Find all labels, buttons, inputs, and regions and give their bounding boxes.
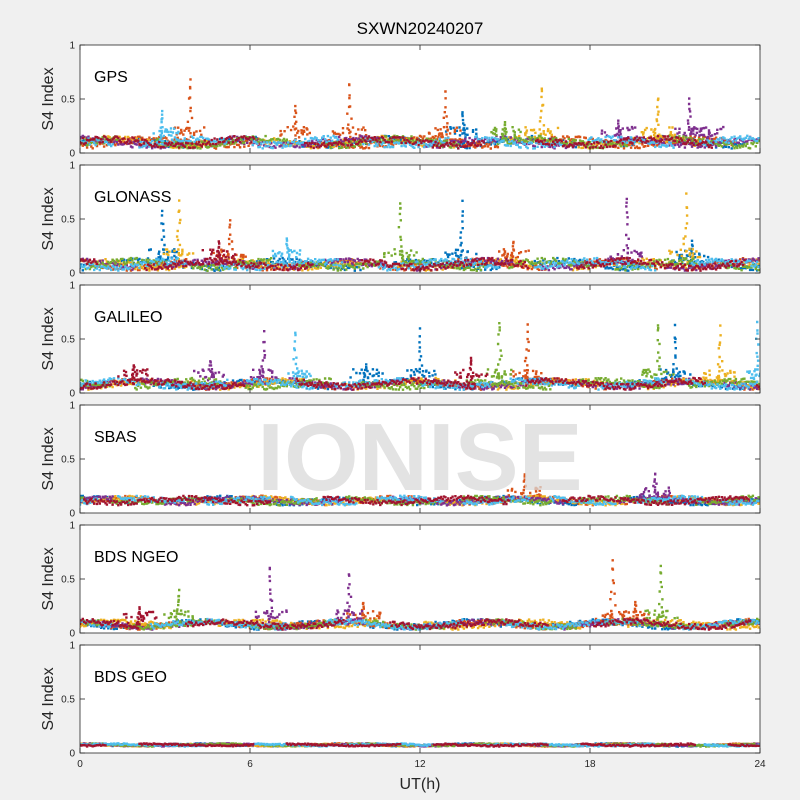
y-axis-label: S4 Index [40,667,57,730]
y-tick-label: 1 [69,521,75,532]
series-points-6 [80,617,760,631]
y-tick-label: 0.5 [61,455,75,466]
panel-label: BDS NGEO [94,549,178,566]
series-points-5 [80,564,760,631]
y-axis-label: S4 Index [40,67,57,130]
x-tick-label: 18 [584,759,596,770]
series-points-7 [80,135,715,150]
data-points [80,742,760,748]
data-points [80,320,760,391]
series-points-7 [80,606,752,631]
panel-label: GALILEO [94,309,162,326]
panel-label: SBAS [94,429,137,446]
series-points-7 [80,240,746,272]
y-tick-label: 0 [69,509,75,520]
y-tick-label: 0 [69,389,75,400]
data-points [80,78,760,150]
panel-background [80,525,760,633]
series-points-6 [80,109,760,150]
series-points-7 [83,494,750,507]
y-axis-label: S4 Index [40,427,57,490]
data-points [80,559,760,631]
y-tick-label: 1 [69,401,75,412]
panel-label: GPS [94,69,128,86]
panel-glonass: 0 0.5 1 S4 Index GLONASS [40,161,761,280]
y-tick-label: 0.5 [61,335,75,346]
data-points [80,472,760,507]
series-points-3 [80,494,760,507]
panel-gps: 0 0.5 1 S4 Index GPS [40,41,761,160]
panel-bds-ngeo: 0 0.5 1 S4 Index BDS NGEO [40,521,761,640]
x-tick-label: 0 [77,759,83,770]
panel-background [80,165,760,273]
y-tick-label: 0.5 [61,575,75,586]
y-tick-label: 1 [69,41,75,52]
series-points-5 [80,494,760,507]
y-tick-label: 1 [69,161,75,172]
y-tick-label: 0.5 [61,215,75,226]
series-points-5 [80,121,760,150]
y-tick-label: 1 [69,281,75,292]
data-points [80,192,760,272]
series-points-7 [80,742,760,748]
panel-bds-geo: 0 0.5 1 S4 Index BDS GEO [40,641,761,760]
y-axis-label: S4 Index [40,547,57,610]
panel-galileo: 0 0.5 1 S4 Index GALILEO [40,281,761,400]
x-tick-label: 24 [754,759,766,770]
y-tick-label: 0.5 [61,695,75,706]
panel-sbas: 0 0.5 1 S4 Index SBAS [40,401,761,520]
panel-label: BDS GEO [94,669,167,686]
series-points-1 [80,323,760,391]
series-points-5 [84,202,760,272]
y-axis-label: S4 Index [40,187,57,250]
y-tick-label: 1 [69,641,75,652]
y-tick-label: 0 [69,749,75,760]
series-points-6 [80,742,760,748]
x-axis-label: UT(h) [400,776,441,793]
panel-label: GLONASS [94,189,171,206]
y-axis-label: S4 Index [40,307,57,370]
y-tick-label: 0.5 [61,95,75,106]
series-points-1 [80,199,760,272]
panel-background [80,405,760,513]
y-tick-label: 0 [69,149,75,160]
y-tick-label: 0 [69,269,75,280]
series-points-3 [80,618,760,631]
panel-background [80,645,760,753]
x-tick-label: 6 [247,759,253,770]
x-tick-label: 12 [414,759,426,770]
chart-title: SXWN20240207 [357,19,484,38]
watermark: IONISE [257,404,582,511]
series-points-6 [80,494,760,507]
y-tick-label: 0 [69,629,75,640]
